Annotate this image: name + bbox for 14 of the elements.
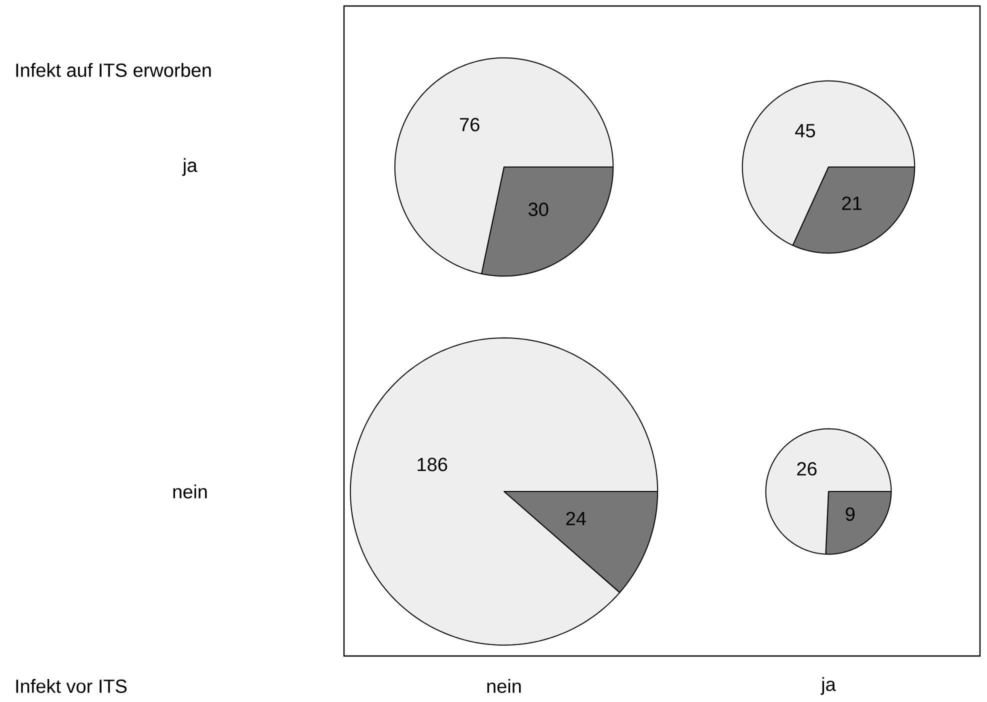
data-label: 76	[460, 118, 480, 132]
data-label: 21	[842, 196, 862, 210]
data-label: 30	[528, 202, 548, 216]
data-label: 26	[797, 462, 817, 476]
text: Infekt vor ITS	[16, 679, 127, 693]
category-label: nein	[487, 679, 521, 693]
category-label: ja	[182, 158, 198, 176]
data-label: 45	[795, 124, 815, 138]
data-label: 24	[566, 512, 586, 526]
text: Infekt auf ITS erworben	[16, 63, 211, 77]
category-label: ja	[820, 677, 836, 695]
category-label: nein	[173, 484, 207, 498]
data-label: 9	[846, 507, 855, 521]
data-label: 186	[418, 458, 448, 472]
